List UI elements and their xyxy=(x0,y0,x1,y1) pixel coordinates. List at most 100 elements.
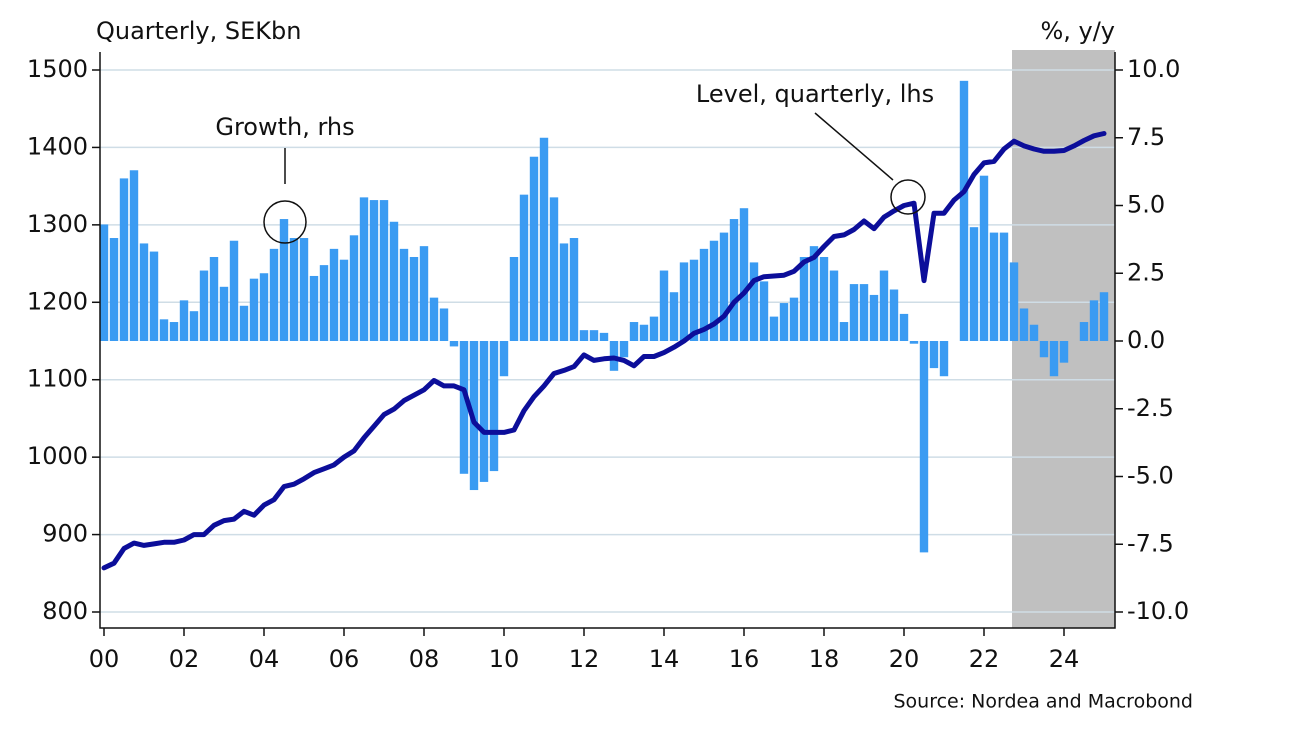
bar xyxy=(599,332,609,341)
bar xyxy=(199,270,209,341)
bar xyxy=(399,248,409,341)
bar xyxy=(169,322,179,341)
annotation: Growth, rhs xyxy=(215,113,354,141)
y-tick-label: 1100 xyxy=(27,365,88,393)
bar xyxy=(839,322,849,341)
bar xyxy=(879,270,889,341)
bar xyxy=(289,238,299,341)
bar xyxy=(999,232,1009,341)
x-tick-label: 22 xyxy=(969,645,1000,673)
bar xyxy=(929,341,939,369)
bar xyxy=(809,246,819,341)
bar xyxy=(739,208,749,341)
bar xyxy=(939,341,949,377)
bar xyxy=(619,341,629,358)
bar xyxy=(339,259,349,341)
bar xyxy=(579,330,589,341)
bar xyxy=(459,341,469,474)
bar xyxy=(509,256,519,341)
x-tick-label: 18 xyxy=(809,645,840,673)
y2-tick-label: 5.0 xyxy=(1127,191,1165,219)
y2-tick-label: -2.5 xyxy=(1127,394,1174,422)
bar xyxy=(979,175,989,341)
bar xyxy=(299,238,309,341)
bar xyxy=(439,308,449,341)
bar xyxy=(249,278,259,341)
bar xyxy=(1099,292,1109,341)
bar xyxy=(909,341,919,344)
bar xyxy=(489,341,499,472)
bar xyxy=(779,303,789,341)
annotation-circle xyxy=(263,200,307,244)
bar xyxy=(219,286,229,341)
bar xyxy=(989,232,999,341)
bar xyxy=(689,259,699,341)
bar xyxy=(1029,324,1039,341)
y-tick-label: 900 xyxy=(42,520,88,548)
annotation-leader xyxy=(814,112,894,181)
y-tick-label: 1500 xyxy=(27,55,88,83)
bar xyxy=(659,270,669,341)
bar xyxy=(359,197,369,341)
bar xyxy=(119,178,129,341)
x-tick-label: 16 xyxy=(729,645,760,673)
x-tick-label: 08 xyxy=(409,645,440,673)
bar xyxy=(1039,341,1049,358)
y2-tick-label: 10.0 xyxy=(1127,55,1180,83)
bar xyxy=(99,224,109,341)
bar xyxy=(149,251,159,341)
marks-layer xyxy=(99,80,1109,571)
bar xyxy=(189,311,199,341)
bar xyxy=(139,243,149,341)
bar xyxy=(1049,341,1059,377)
x-tick-label: 14 xyxy=(649,645,680,673)
bar xyxy=(549,197,559,341)
bar xyxy=(479,341,489,482)
bar xyxy=(539,137,549,341)
x-tick-label: 12 xyxy=(569,645,600,673)
y-tick-label: 1300 xyxy=(27,210,88,238)
y2-tick-label: 0.0 xyxy=(1127,326,1165,354)
bar xyxy=(329,248,339,341)
annotation-circle xyxy=(890,179,926,215)
bar xyxy=(969,227,979,341)
x-tick-label: 10 xyxy=(489,645,520,673)
y-tick-label: 1000 xyxy=(27,442,88,470)
line xyxy=(101,131,1107,571)
bar xyxy=(709,240,719,341)
y2-tick-label: -7.5 xyxy=(1127,529,1174,557)
source-note: Source: Nordea and Macrobond xyxy=(893,691,1193,713)
bar xyxy=(419,246,429,341)
bar xyxy=(259,273,269,341)
bar xyxy=(449,341,459,347)
annotation: Level, quarterly, lhs xyxy=(696,80,934,108)
bar xyxy=(589,330,599,341)
bar xyxy=(799,256,809,341)
bar xyxy=(1009,262,1019,341)
bar xyxy=(769,316,779,341)
bar xyxy=(1079,322,1089,341)
bar xyxy=(829,270,839,341)
bar xyxy=(279,219,289,341)
bar xyxy=(349,235,359,341)
x-tick-label: 00 xyxy=(89,645,120,673)
bar xyxy=(849,284,859,341)
bar xyxy=(899,313,909,341)
bar xyxy=(389,221,399,341)
bar xyxy=(229,240,239,341)
bar xyxy=(919,341,929,553)
bar xyxy=(569,238,579,341)
y2-tick-label: 2.5 xyxy=(1127,258,1165,286)
bar xyxy=(959,80,969,341)
bar xyxy=(1019,308,1029,341)
bar xyxy=(729,219,739,341)
bar xyxy=(679,262,689,341)
axis-frame xyxy=(99,52,1116,629)
bar xyxy=(649,316,659,341)
bar xyxy=(209,256,219,341)
bar xyxy=(869,294,879,341)
x-tick-label: 02 xyxy=(169,645,200,673)
bar xyxy=(819,256,829,341)
